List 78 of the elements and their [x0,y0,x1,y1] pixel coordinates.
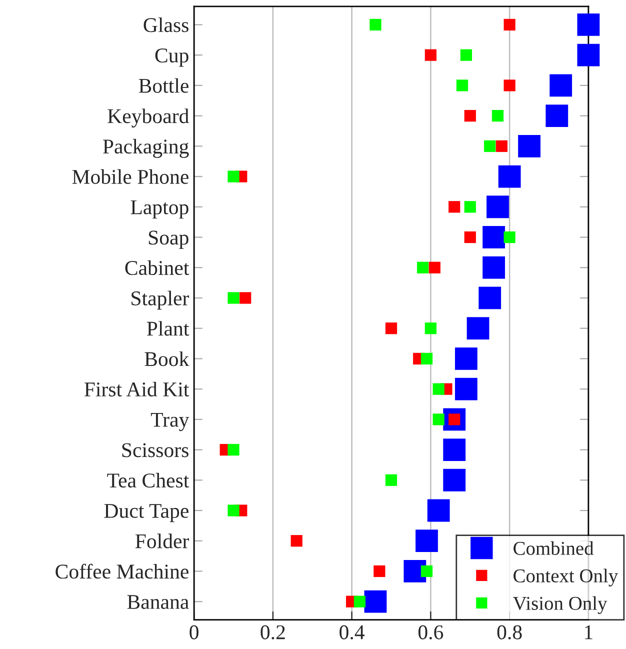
y-tick-label: Coffee Machine [56,564,188,579]
point [460,49,472,61]
y-tick-label: Bottle [138,78,188,93]
x-tick-label: 0.4 [340,625,365,640]
point [427,499,450,522]
point [443,438,466,461]
y-tick-label: Keyboard [108,108,189,128]
point [464,110,476,122]
point [354,596,366,608]
point [374,565,386,578]
point [448,201,460,213]
point [432,383,444,395]
point [550,74,572,97]
point [424,322,436,334]
point [546,104,568,127]
point [385,474,398,486]
point [240,292,252,304]
point [464,201,476,213]
x-tick-label: 0 [190,625,198,640]
y-tick-label: Cabinet [125,260,190,276]
x-tick-label: 1 [585,625,592,640]
point [466,317,490,340]
y-tick-label: Cup [155,48,188,67]
y-tick-label: Packaging [103,138,189,158]
y-tick-label: Book [144,351,190,366]
legend-label: Vision Only [513,596,608,614]
point [492,110,504,122]
point [443,468,466,492]
y-tick-label: Soap [148,230,188,249]
point [370,18,382,31]
point [228,170,240,182]
x-tick-label: 0.6 [418,625,444,640]
point [484,140,496,152]
y-tick-label: Plant [146,321,190,336]
point [428,262,440,274]
y-tick-label: Laptop [130,200,188,219]
point [432,414,444,426]
point [478,286,502,310]
point [420,352,433,364]
point [456,80,468,92]
point [420,565,433,578]
point [416,262,429,274]
y-tick-label: Banana [127,595,189,610]
point [385,322,398,334]
point [482,256,505,279]
y-tick-label: First Aid Kit [84,382,190,396]
point [228,504,240,516]
y-tick-label: Scissors [122,443,188,458]
y-tick-label: Duct Tape [104,504,188,522]
y-tick-label: Mobile Phone [72,169,188,184]
point [416,530,438,552]
y-tick-label: Stapler [132,290,190,310]
y-tick-label: Tray [150,412,190,432]
y-tick-label: Folder [135,534,190,548]
y-tick-label: Glass [144,17,188,32]
point [486,196,509,218]
x-tick-label: 0.8 [497,625,522,640]
point [454,378,478,400]
point [482,226,505,248]
legend-label: Context Only [514,568,618,586]
point [504,231,516,244]
point [504,80,516,92]
point [290,535,302,547]
point [464,231,476,244]
point [577,14,600,36]
y-tick-label: Tea Chest [107,472,190,488]
point [518,134,540,158]
point [498,165,521,188]
point [364,590,387,613]
x-tick-label: 0.2 [260,625,285,640]
point [504,18,516,31]
point [454,347,478,370]
point [228,292,240,304]
legend-label: Combined [514,541,594,555]
point [496,140,508,152]
point [577,44,600,66]
point [424,49,436,61]
point [228,444,240,456]
